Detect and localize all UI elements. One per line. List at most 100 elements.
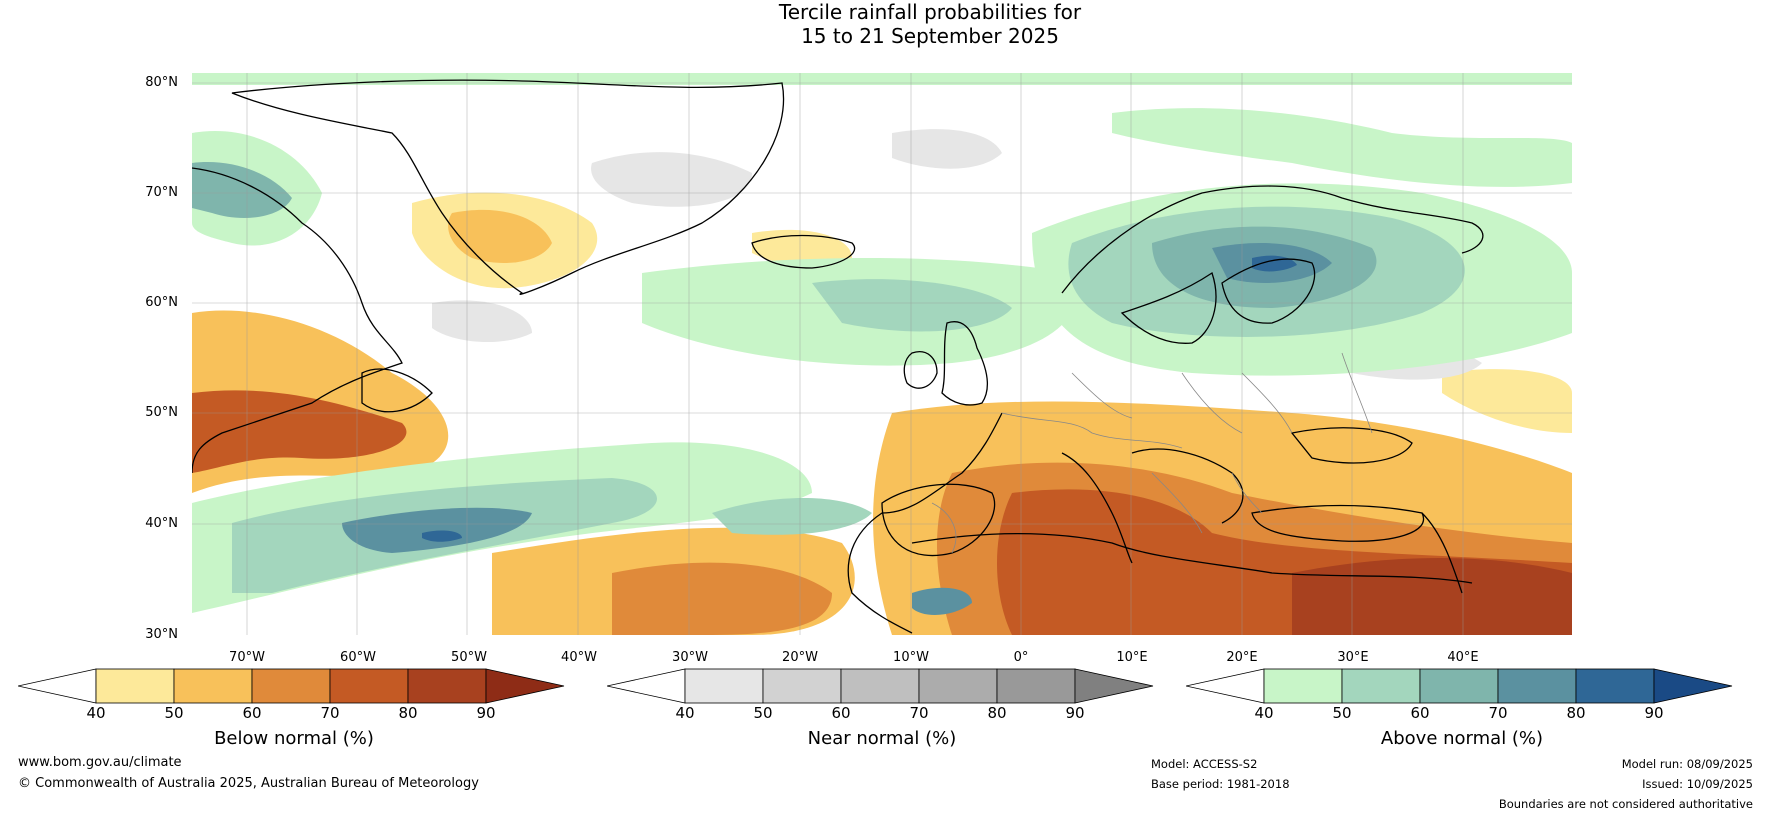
- shade-above-arctic: [1112, 108, 1572, 187]
- model-text: Model: ACCESS-S2: [1151, 757, 1258, 771]
- coast-balkans: [1131, 448, 1244, 524]
- colorbar-box: [1575, 668, 1655, 704]
- lon-label-20e: 20°E: [1226, 650, 1258, 665]
- colorbar-tick-label: 50: [1332, 704, 1352, 722]
- shade-near-1: [591, 152, 752, 207]
- shade-above-atl-core: [342, 507, 532, 553]
- colorbar-below-normal-label: Below normal (%): [214, 728, 374, 749]
- colorbar-box: [1419, 668, 1499, 704]
- coast-italy: [1061, 452, 1133, 564]
- colorbar-tick-label: 50: [164, 704, 184, 722]
- shade-below-central-atl-core: [612, 562, 832, 635]
- colorbar-tick-label: 90: [1065, 704, 1085, 722]
- colorbar-box: [918, 668, 998, 704]
- lon-label-30w: 30°W: [672, 650, 708, 665]
- probability-shading: [192, 73, 1572, 635]
- lon-label-0: 0°: [1013, 650, 1029, 665]
- lon-label-40w: 40°W: [561, 650, 597, 665]
- lon-label-50w: 50°W: [451, 650, 487, 665]
- lon-label-40e: 40°E: [1447, 650, 1479, 665]
- shade-near-4: [432, 300, 532, 343]
- colorbar-tick-label: 70: [1488, 704, 1508, 722]
- copyright-text: © Commonwealth of Australia 2025, Austra…: [18, 776, 479, 791]
- shade-below-iceland: [752, 229, 852, 268]
- lon-label-10w: 10°W: [893, 650, 929, 665]
- coast-finland: [1221, 258, 1316, 324]
- coast-ireland: [903, 351, 938, 389]
- lat-label-40n: 40°N: [145, 516, 178, 531]
- coast-newfoundland: [361, 368, 433, 413]
- shade-above-north-atl-mid: [812, 279, 1012, 332]
- colorbar-box: [95, 668, 175, 704]
- coastlines: [192, 79, 1484, 634]
- lat-label-50n: 50°N: [145, 405, 178, 420]
- colorbar-tick-label: 40: [1254, 704, 1274, 722]
- colorbar-below-normal: [18, 668, 565, 704]
- colorbar-tick-label: 90: [1644, 704, 1664, 722]
- colorbar-tick-label: 80: [398, 704, 418, 722]
- colorbar-extend-low: [607, 668, 686, 704]
- colorbar-tick-label: 80: [1566, 704, 1586, 722]
- colorbar-box: [173, 668, 253, 704]
- shade-above-med-e: [712, 498, 872, 535]
- title-line-2: 15 to 21 September 2025: [801, 24, 1059, 48]
- country-borders: [931, 352, 1373, 554]
- colorbar-tick-label: 60: [831, 704, 851, 722]
- lat-label-70n: 70°N: [145, 185, 178, 200]
- colorbar-box: [251, 668, 331, 704]
- disclaimer-text: Boundaries are not considered authoritat…: [1498, 797, 1753, 811]
- shade-below-north-core: [448, 209, 552, 263]
- coast-britain: [941, 321, 989, 406]
- website-link[interactable]: www.bom.gov.au/climate: [18, 755, 182, 770]
- colorbar-box: [684, 668, 764, 704]
- colorbar-tick-label: 40: [675, 704, 695, 722]
- map-canvas: [192, 73, 1572, 635]
- title-line-1: Tercile rainfall probabilities for: [778, 0, 1082, 24]
- coast-iberia: [881, 483, 996, 557]
- colorbar-extend-high: [485, 668, 565, 704]
- coast-sweden: [1120, 271, 1217, 344]
- lon-label-10e: 10°E: [1116, 650, 1148, 665]
- lat-label-30n: 30°N: [145, 627, 178, 642]
- issued-text: Issued: 10/09/2025: [1642, 777, 1753, 791]
- colorbar-extend-low: [1186, 668, 1265, 704]
- shade-near-2: [892, 129, 1002, 169]
- lat-label-60n: 60°N: [145, 295, 178, 310]
- shade-below-east: [1442, 369, 1572, 433]
- lat-label-80n: 80°N: [145, 75, 178, 90]
- lon-label-30e: 30°E: [1337, 650, 1369, 665]
- chart-title: Tercile rainfall probabilities for 15 to…: [0, 0, 1770, 48]
- colorbar-tick-label: 40: [86, 704, 106, 722]
- colorbar-box: [762, 668, 842, 704]
- colorbar-tick-label: 50: [753, 704, 773, 722]
- shade-below-sw-core: [192, 390, 407, 473]
- shade-below-med-deep: [1292, 558, 1572, 635]
- coast-greenland: [231, 79, 785, 295]
- shade-above-sw-blob: [912, 587, 972, 615]
- colorbar-tick-label: 70: [320, 704, 340, 722]
- colorbar-box: [840, 668, 920, 704]
- lon-label-60w: 60°W: [340, 650, 376, 665]
- rainfall-map: [192, 73, 1572, 635]
- colorbar-near-normal: [607, 668, 1154, 704]
- coast-north-africa: [911, 532, 1473, 584]
- colorbar-near-normal-label: Near normal (%): [807, 728, 957, 749]
- colorbar-extend-high: [1074, 668, 1154, 704]
- coast-black-sea: [1290, 427, 1413, 464]
- colorbar-above-normal: [1186, 668, 1733, 704]
- colorbar-box: [1263, 668, 1343, 704]
- colorbar-tick-label: 90: [476, 704, 496, 722]
- colorbar-box: [329, 668, 409, 704]
- model-run-text: Model run: 08/09/2025: [1621, 757, 1753, 771]
- colorbar-extend-high: [1653, 668, 1733, 704]
- colorbar-tick-label: 70: [909, 704, 929, 722]
- colorbar-tick-label: 60: [1410, 704, 1430, 722]
- lon-label-70w: 70°W: [229, 650, 265, 665]
- lon-label-20w: 20°W: [782, 650, 818, 665]
- base-period-text: Base period: 1981-2018: [1151, 777, 1290, 791]
- graticule: [192, 73, 1572, 635]
- colorbar-box: [996, 668, 1076, 704]
- shade-above-labrador-core: [192, 162, 292, 218]
- colorbar-above-normal-label: Above normal (%): [1380, 728, 1544, 749]
- colorbar-tick-label: 60: [242, 704, 262, 722]
